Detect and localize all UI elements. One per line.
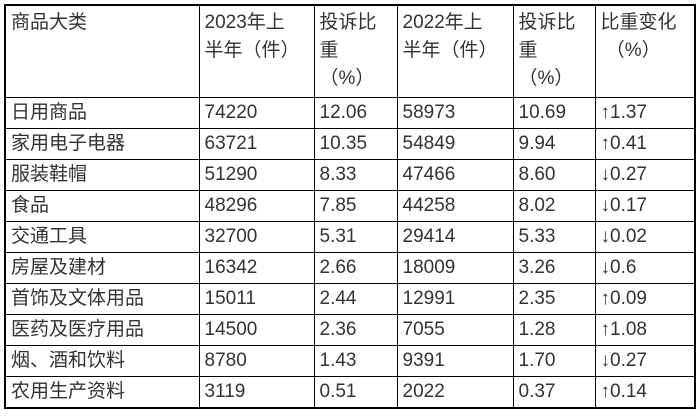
change-direction-arrow: ↑ xyxy=(600,133,611,154)
share-2022-cell: 1.70 xyxy=(512,345,596,377)
category-cell: 房屋及建材 xyxy=(4,252,200,284)
category-cell: 医药及医疗用品 xyxy=(4,314,200,346)
category-cell: 家用电子电器 xyxy=(4,128,200,160)
category-cell: 食品 xyxy=(4,190,200,222)
header-count-2022: 2022年上 半年（件） xyxy=(396,4,514,98)
change-value: 1.08 xyxy=(610,319,647,340)
count-2023-cell: 51290 xyxy=(198,159,315,191)
change-value: 0.14 xyxy=(610,381,647,402)
share-2022-cell: 1.28 xyxy=(512,314,596,346)
count-2022-cell: 58973 xyxy=(396,97,514,129)
change-value: 0.27 xyxy=(610,164,647,185)
share-2023-cell: 12.06 xyxy=(313,97,398,129)
count-2023-cell: 14500 xyxy=(198,314,315,346)
change-cell: ↑0.09 xyxy=(594,283,696,315)
change-value: 0.17 xyxy=(610,195,647,216)
change-direction-arrow: ↓ xyxy=(600,226,611,247)
change-cell: ↓0.27 xyxy=(594,159,696,191)
change-direction-arrow: ↓ xyxy=(600,257,611,278)
header-row: 商品大类 2023年上 半年（件） 投诉比 重 （%） 2022年上 半年（件）… xyxy=(4,4,696,98)
share-2022-cell: 8.02 xyxy=(512,190,596,222)
change-cell: ↓0.6 xyxy=(594,252,696,284)
share-2022-cell: 5.33 xyxy=(512,221,596,253)
change-cell: ↓0.02 xyxy=(594,221,696,253)
change-cell: ↑0.14 xyxy=(594,376,696,409)
table-row: 食品 48296 7.85 44258 8.02 ↓0.17 xyxy=(4,190,696,222)
count-2023-cell: 74220 xyxy=(198,97,315,129)
category-cell: 烟、酒和饮料 xyxy=(4,345,200,377)
change-value: 0.41 xyxy=(610,133,647,154)
share-2023-cell: 8.33 xyxy=(313,159,398,191)
change-value: 1.37 xyxy=(610,102,647,123)
change-cell: ↑1.08 xyxy=(594,314,696,346)
share-2023-cell: 10.35 xyxy=(313,128,398,160)
count-2023-cell: 63721 xyxy=(198,128,315,160)
count-2022-cell: 2022 xyxy=(396,376,514,409)
header-share-2023: 投诉比 重 （%） xyxy=(313,4,398,98)
table-row: 服装鞋帽 51290 8.33 47466 8.60 ↓0.27 xyxy=(4,159,696,191)
share-2022-cell: 10.69 xyxy=(512,97,596,129)
change-direction-arrow: ↑ xyxy=(600,288,611,309)
count-2022-cell: 7055 xyxy=(396,314,514,346)
share-2022-cell: 8.60 xyxy=(512,159,596,191)
change-cell: ↑1.37 xyxy=(594,97,696,129)
table-row: 农用生产资料 3119 0.51 2022 0.37 ↑0.14 xyxy=(4,376,696,409)
table-row: 烟、酒和饮料 8780 1.43 9391 1.70 ↓0.27 xyxy=(4,345,696,377)
count-2023-cell: 16342 xyxy=(198,252,315,284)
change-direction-arrow: ↓ xyxy=(600,350,611,371)
header-change: 比重变化 （%） xyxy=(594,4,696,98)
count-2023-cell: 15011 xyxy=(198,283,315,315)
count-2023-cell: 3119 xyxy=(198,376,315,409)
header-share-2022: 投诉比 重 （%） xyxy=(512,4,596,98)
table-row: 医药及医疗用品 14500 2.36 7055 1.28 ↑1.08 xyxy=(4,314,696,346)
count-2022-cell: 12991 xyxy=(396,283,514,315)
share-2023-cell: 2.44 xyxy=(313,283,398,315)
change-cell: ↓0.27 xyxy=(594,345,696,377)
share-2022-cell: 0.37 xyxy=(512,376,596,409)
change-cell: ↑0.41 xyxy=(594,128,696,160)
header-category: 商品大类 xyxy=(4,4,200,98)
category-cell: 首饰及文体用品 xyxy=(4,283,200,315)
share-2023-cell: 1.43 xyxy=(313,345,398,377)
change-cell: ↓0.17 xyxy=(594,190,696,222)
count-2022-cell: 9391 xyxy=(396,345,514,377)
change-direction-arrow: ↑ xyxy=(600,102,611,123)
header-count-2023: 2023年上 半年（件） xyxy=(198,4,315,98)
count-2022-cell: 54849 xyxy=(396,128,514,160)
count-2023-cell: 8780 xyxy=(198,345,315,377)
category-cell: 服装鞋帽 xyxy=(4,159,200,191)
table-row: 交通工具 32700 5.31 29414 5.33 ↓0.02 xyxy=(4,221,696,253)
share-2023-cell: 2.36 xyxy=(313,314,398,346)
share-2023-cell: 0.51 xyxy=(313,376,398,409)
table-row: 家用电子电器 63721 10.35 54849 9.94 ↑0.41 xyxy=(4,128,696,160)
change-direction-arrow: ↑ xyxy=(600,381,611,402)
share-2022-cell: 3.26 xyxy=(512,252,596,284)
count-2022-cell: 44258 xyxy=(396,190,514,222)
complaints-table: 商品大类 2023年上 半年（件） 投诉比 重 （%） 2022年上 半年（件）… xyxy=(4,4,696,409)
share-2023-cell: 7.85 xyxy=(313,190,398,222)
share-2022-cell: 9.94 xyxy=(512,128,596,160)
change-value: 0.02 xyxy=(610,226,647,247)
table-row: 日用商品 74220 12.06 58973 10.69 ↑1.37 xyxy=(4,97,696,129)
share-2023-cell: 5.31 xyxy=(313,221,398,253)
count-2022-cell: 47466 xyxy=(396,159,514,191)
category-cell: 交通工具 xyxy=(4,221,200,253)
change-value: 0.6 xyxy=(610,257,637,278)
count-2022-cell: 18009 xyxy=(396,252,514,284)
share-2023-cell: 2.66 xyxy=(313,252,398,284)
table-row: 房屋及建材 16342 2.66 18009 3.26 ↓0.6 xyxy=(4,252,696,284)
category-cell: 日用商品 xyxy=(4,97,200,129)
count-2023-cell: 32700 xyxy=(198,221,315,253)
table-row: 首饰及文体用品 15011 2.44 12991 2.35 ↑0.09 xyxy=(4,283,696,315)
count-2022-cell: 29414 xyxy=(396,221,514,253)
change-direction-arrow: ↓ xyxy=(600,195,611,216)
change-value: 0.27 xyxy=(610,350,647,371)
share-2022-cell: 2.35 xyxy=(512,283,596,315)
change-value: 0.09 xyxy=(610,288,647,309)
category-cell: 农用生产资料 xyxy=(4,376,200,409)
count-2023-cell: 48296 xyxy=(198,190,315,222)
change-direction-arrow: ↓ xyxy=(600,164,611,185)
change-direction-arrow: ↑ xyxy=(600,319,611,340)
